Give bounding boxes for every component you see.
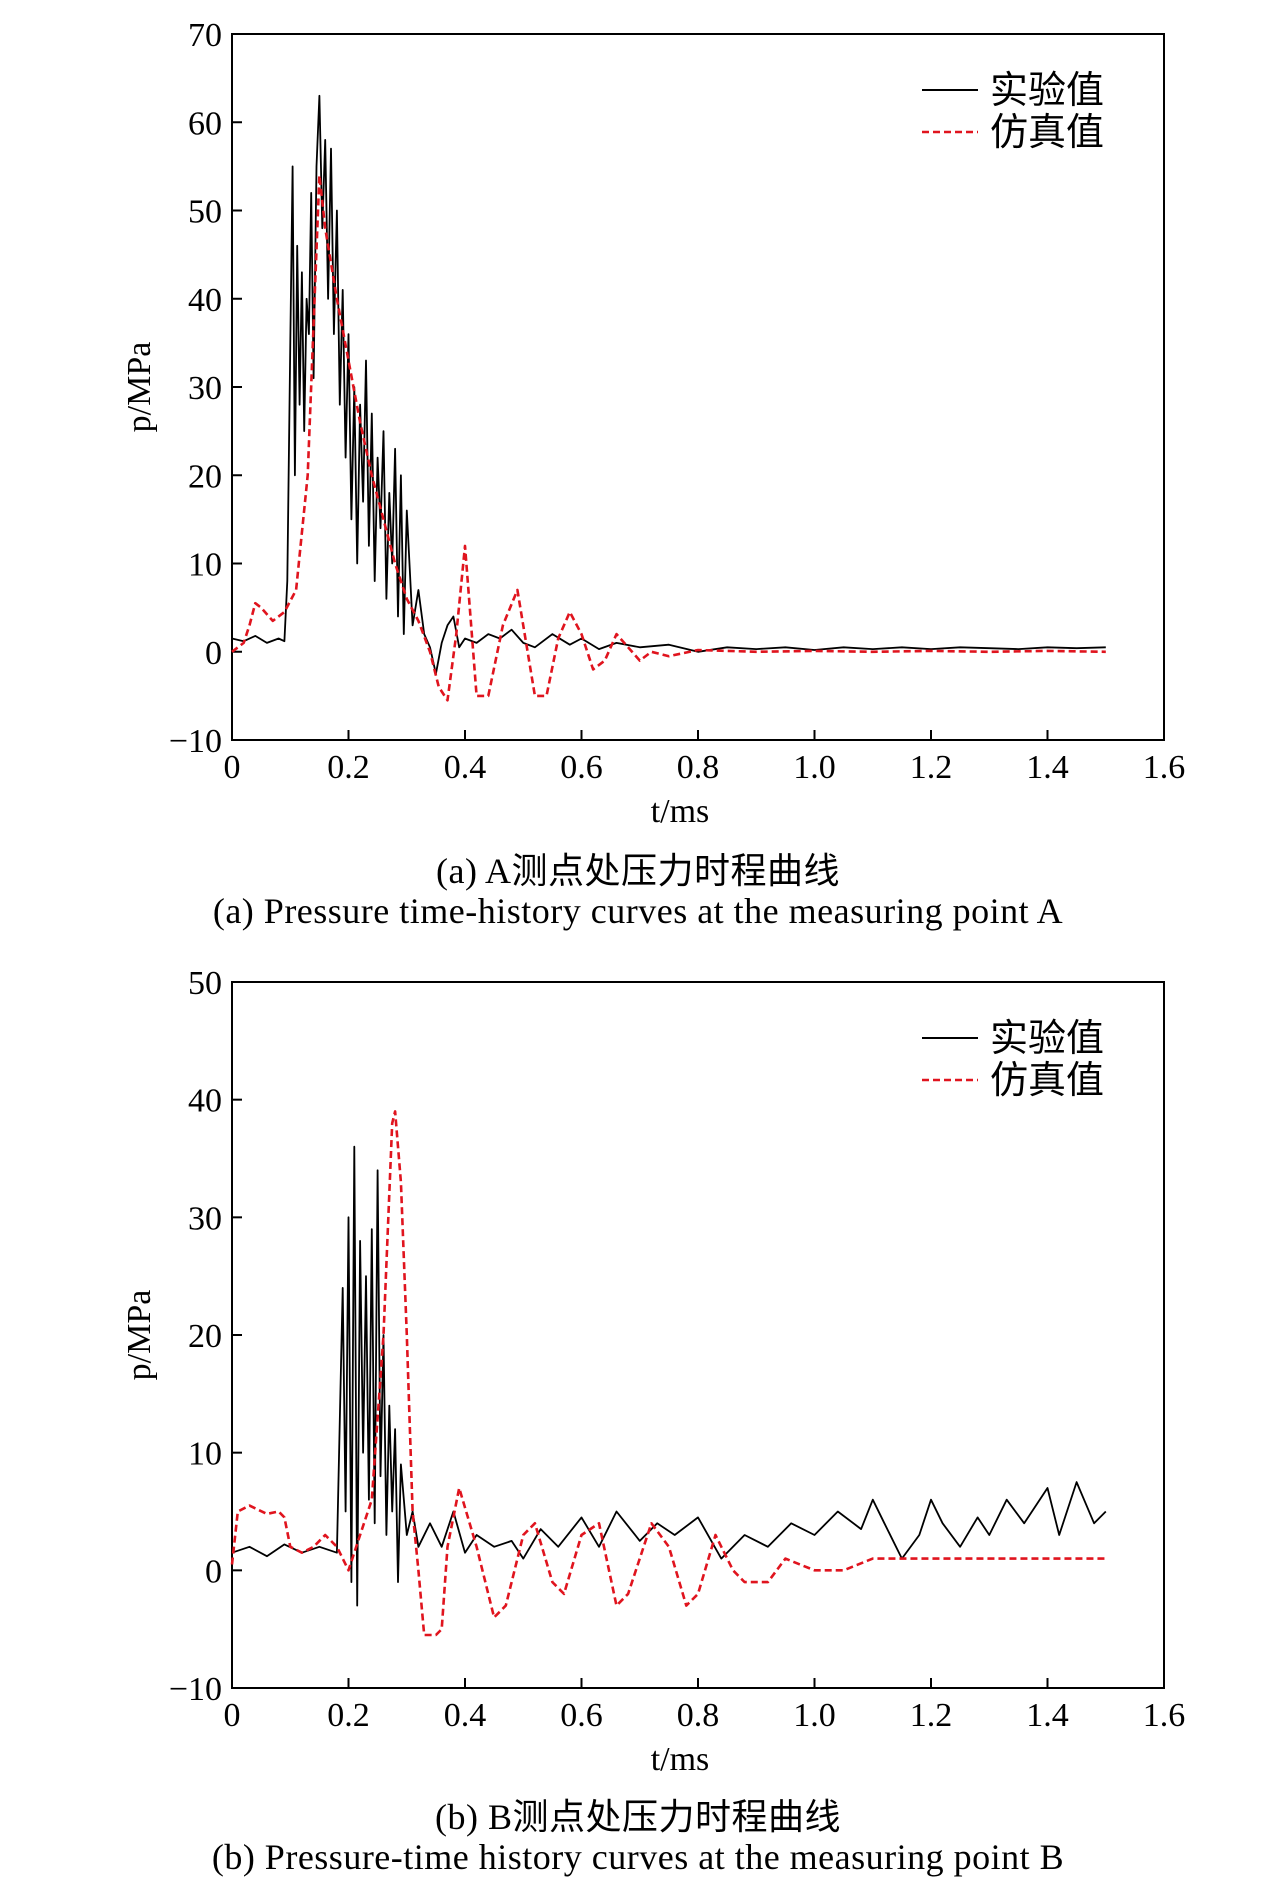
chart-a-y-tick-label: 50	[188, 194, 222, 231]
chart-b-x-tick-label: 1.4	[1026, 1697, 1069, 1734]
chart-a-y-axis-label: p/MPa	[121, 342, 158, 433]
chart-a-x-tick-label: 0.8	[677, 749, 720, 786]
chart-b-x-tick-label: 0.6	[560, 1697, 603, 1734]
chart-a-series-experimental-line	[231, 94, 1106, 675]
chart-b-y-tick-label: 40	[188, 1083, 222, 1120]
chart-b-series-simulation-line	[230, 1110, 1106, 1637]
chart-a-y-tick-label: 20	[188, 458, 222, 495]
chart-b-x-tick-label: 0	[224, 1697, 241, 1734]
chart-a-series-simulation-line	[231, 173, 1106, 702]
chart-a-y-tick-label: 70	[188, 17, 222, 54]
chart-a-x-tick-label: 1.2	[910, 749, 953, 786]
chart-a-x-tick-label: 0.2	[327, 749, 370, 786]
chart-a-x-tick-label: 1.4	[1026, 749, 1069, 786]
chart-panel-b: 0 0.2 0.4 0.6 0.8 1.0 1.2 1.4 1.6 −10 0 10 20 30 40 50 t…	[0, 948, 1276, 1887]
chart-b-y-tick-label: 20	[188, 1318, 222, 1355]
chart-b-caption-en: (b) Pressure-time history curves at the …	[211, 1837, 1065, 1877]
chart-a-legend-label: 实验值	[990, 68, 1104, 112]
chart-b-caption-cn: (b) B测点处压力时程曲线	[435, 1797, 841, 1837]
chart-a-y-tick-label: 10	[188, 547, 222, 584]
chart-b-y-tick-label: 30	[188, 1200, 222, 1237]
chart-a-legend-label: 仿真值	[990, 110, 1104, 154]
chart-a-x-axis-label: t/ms	[651, 793, 710, 830]
chart-a-y-tick-label: 60	[188, 105, 222, 142]
chart-b-x-tick-label: 1.2	[910, 1697, 953, 1734]
chart-a-y-tick-label: 40	[188, 282, 222, 319]
chart-b-y-tick-label: 0	[205, 1553, 222, 1590]
chart-a-x-tick-label: 0.4	[444, 749, 487, 786]
chart-b-x-axis-label: t/ms	[651, 1741, 710, 1778]
chart-b-y-axis-label: p/MPa	[121, 1290, 158, 1381]
chart-a-y-tick-label: 30	[188, 370, 222, 407]
chart-b-legend-label: 仿真值	[990, 1058, 1104, 1102]
chart-b-y-tick-label: 50	[188, 965, 222, 1002]
chart-b-x-tick-label: 0.8	[677, 1697, 720, 1734]
chart-b-legend-label: 实验值	[990, 1016, 1104, 1060]
chart-a-x-tick-label: 1.6	[1143, 749, 1186, 786]
chart-b-plot: 0 0.2 0.4 0.6 0.8 1.0 1.2 1.4 1.6−1001020304050t…	[121, 965, 1186, 1778]
chart-b-x-tick-label: 1.6	[1143, 1697, 1186, 1734]
chart-b-x-tick-label: 0.4	[444, 1697, 487, 1734]
chart-b-series-experimental-line	[231, 1145, 1107, 1607]
chart-a-x-tick-label: 0.6	[560, 749, 603, 786]
chart-b-x-tick-label: 1.0	[793, 1697, 836, 1734]
chart-b-y-tick-label: 10	[188, 1436, 222, 1473]
chart-a-x-tick-label: 0	[224, 749, 241, 786]
chart-a-x-tick-label: 1.0	[793, 749, 836, 786]
chart-a-y-tick-label: −10	[169, 723, 222, 760]
chart-a-caption-en: (a) Pressure time-history curves at the …	[212, 891, 1064, 931]
chart-b-y-tick-label: −10	[169, 1671, 222, 1708]
chart-b-x-tick-label: 0.2	[327, 1697, 370, 1734]
chart-a-y-tick-label: 0	[205, 635, 222, 672]
chart-a-caption-cn: (a) A测点处压力时程曲线	[436, 851, 840, 891]
chart-panel-a: 0 0.2 0.4 0.6 0.8 1.0 1.2 1.4 1.6 −10 0 10 20 30 40 50 6…	[0, 0, 1276, 940]
chart-a-plot: 0 0.2 0.4 0.6 0.8 1.0 1.2 1.4 1.6−10010203040506…	[121, 17, 1186, 830]
